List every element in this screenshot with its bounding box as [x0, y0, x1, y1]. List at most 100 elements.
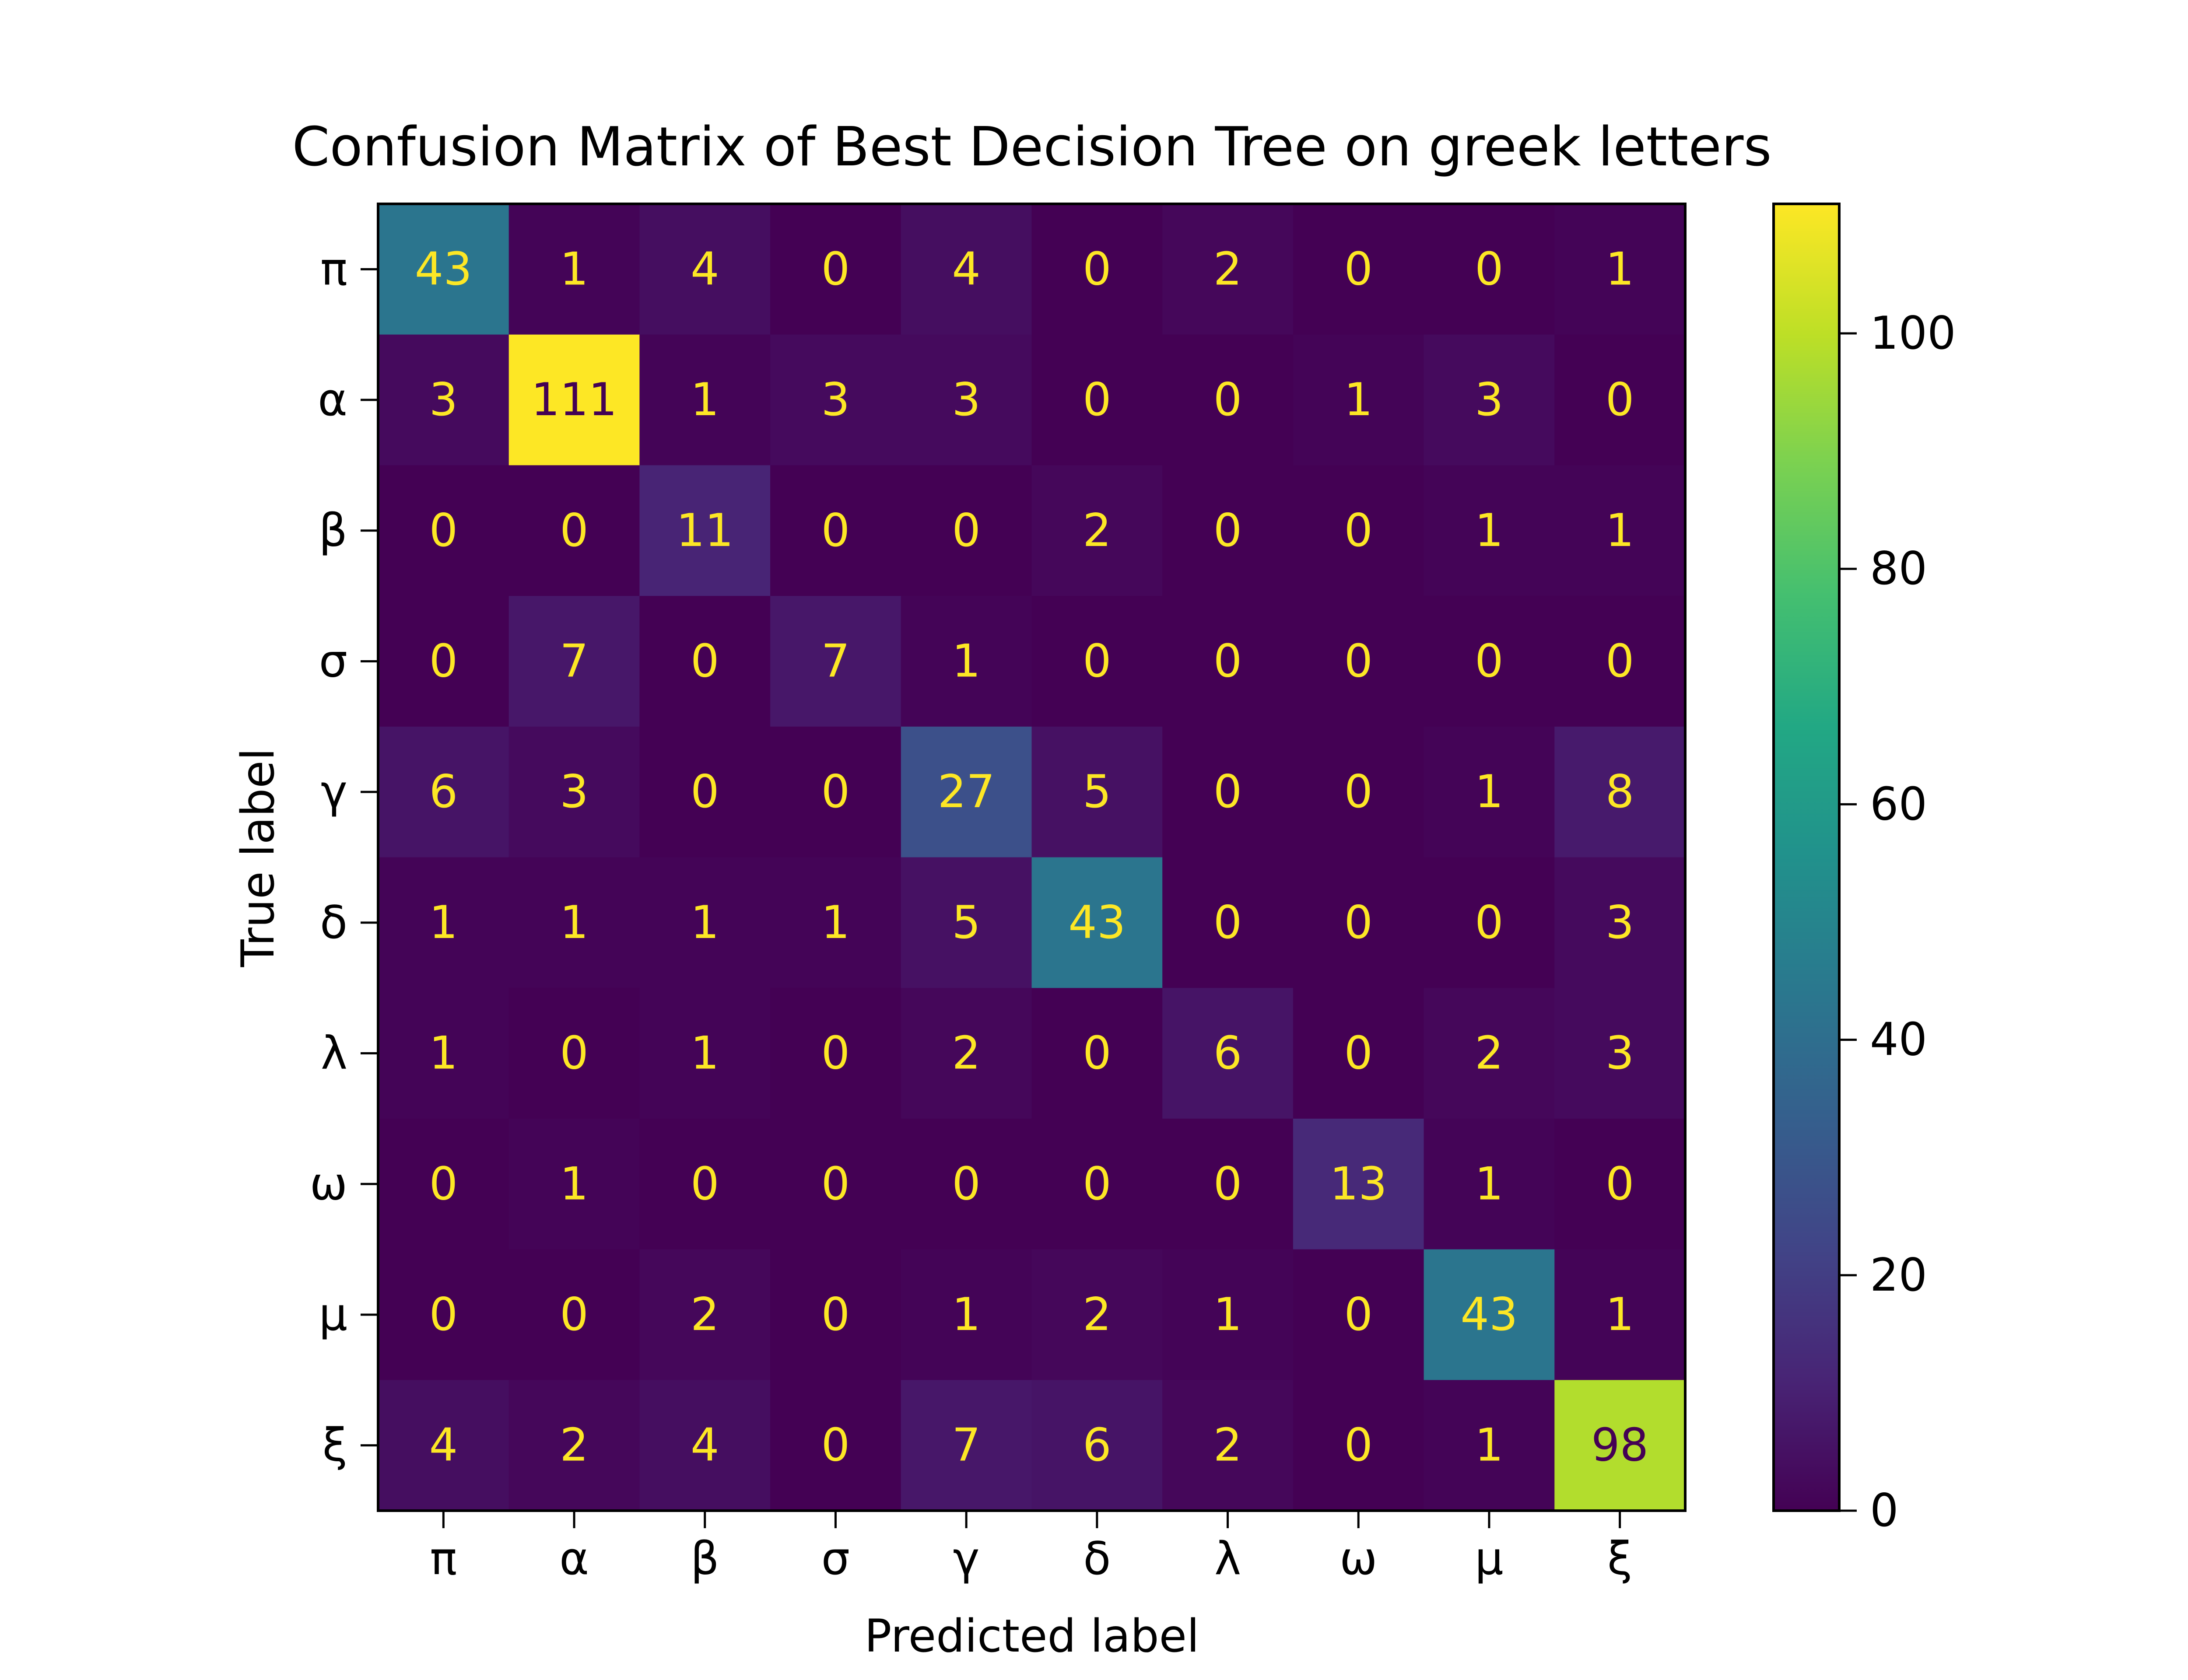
cell-value-label: 3	[1475, 374, 1504, 426]
cell-value-label: 0	[560, 1027, 589, 1080]
cell-value-label: 1	[691, 374, 719, 426]
heatmap-cell	[1554, 857, 1686, 988]
heatmap-cell	[1162, 726, 1294, 858]
heatmap-cell	[639, 465, 771, 596]
cell-value-label: 0	[691, 1158, 719, 1210]
cell-value-label: 0	[429, 1288, 458, 1341]
x-tick-label: σ	[821, 1533, 850, 1585]
heatmap-cell	[508, 1118, 640, 1250]
cell-value-label: 7	[560, 635, 589, 687]
y-axis-label: True label	[232, 748, 284, 968]
cell-value-label: 2	[1213, 243, 1242, 295]
heatmap-cell	[1293, 726, 1424, 858]
heatmap-cell	[508, 1249, 640, 1380]
heatmap-cell	[508, 726, 640, 858]
chart-title: Confusion Matrix of Best Decision Tree o…	[292, 116, 1771, 178]
cell-value-label: 7	[952, 1419, 981, 1472]
cell-value-label: 6	[1213, 1027, 1242, 1080]
cell-value-label: 0	[1213, 896, 1242, 949]
heatmap-cell	[639, 726, 771, 858]
heatmap-cell	[1031, 726, 1163, 858]
heatmap-cell	[1293, 465, 1424, 596]
heatmap-cell	[1031, 988, 1163, 1119]
cell-value-label: 0	[821, 243, 850, 295]
heatmap-cell	[378, 465, 509, 596]
heatmap-cell	[1554, 334, 1686, 466]
cell-value-label: 1	[1475, 766, 1504, 818]
y-tick-label: β	[319, 504, 347, 557]
cell-value-label: 7	[821, 635, 850, 687]
y-tick-label: ξ	[323, 1419, 347, 1472]
heatmap-cell	[901, 465, 1032, 596]
heatmap-cell	[770, 1380, 901, 1511]
heatmap-cell	[1293, 1118, 1424, 1250]
cell-value-label: 1	[560, 1158, 589, 1210]
heatmap-cell	[378, 988, 509, 1119]
heatmap-cell	[901, 596, 1032, 727]
cell-value-label: 0	[821, 1288, 850, 1341]
cell-value-label: 1	[1475, 504, 1504, 557]
cell-value-label: 0	[1344, 635, 1373, 687]
cell-value-label: 1	[952, 635, 981, 687]
heatmap-cell	[901, 1380, 1032, 1511]
heatmap-cell	[1162, 1118, 1294, 1250]
heatmap-cell	[1424, 857, 1555, 988]
cell-value-label: 0	[1213, 635, 1242, 687]
heatmap-cell	[901, 1118, 1032, 1250]
cell-value-label: 0	[821, 1027, 850, 1080]
cell-value-label: 3	[429, 374, 458, 426]
colorbar-tick-label: 20	[1870, 1249, 1927, 1302]
cell-value-label: 2	[1213, 1419, 1242, 1472]
heatmap-cell	[770, 726, 901, 858]
cell-value-label: 11	[676, 504, 733, 557]
heatmap-cell	[378, 726, 509, 858]
cell-value-label: 8	[1606, 766, 1634, 818]
heatmap-cell	[1031, 1118, 1163, 1250]
cell-value-label: 0	[1344, 896, 1373, 949]
heatmap-cell	[1554, 1380, 1686, 1511]
y-tick-label: λ	[321, 1027, 347, 1080]
heatmap-cell	[1554, 726, 1686, 858]
heatmap-cell	[639, 204, 771, 335]
heatmap-cell	[508, 204, 640, 335]
cell-value-label: 0	[1344, 243, 1373, 295]
heatmap-cell	[378, 334, 509, 466]
heatmap-cell	[378, 1380, 509, 1511]
cell-value-label: 0	[1213, 374, 1242, 426]
heatmap-cell	[1293, 204, 1424, 335]
heatmap-cell	[901, 204, 1032, 335]
heatmap-cell	[508, 857, 640, 988]
heatmap-cell	[901, 857, 1032, 988]
heatmap-cell	[770, 334, 901, 466]
cell-value-label: 0	[1083, 1027, 1112, 1080]
heatmap-cell	[1554, 204, 1686, 335]
colorbar-tick-label: 40	[1870, 1014, 1927, 1066]
heatmap-cell	[1554, 465, 1686, 596]
cell-value-label: 0	[1475, 243, 1504, 295]
cell-value-label: 2	[1475, 1027, 1504, 1080]
colorbar	[1772, 203, 1841, 1512]
cell-value-label: 1	[429, 896, 458, 949]
heatmap-cell	[1293, 596, 1424, 727]
cell-value-label: 4	[429, 1419, 458, 1472]
heatmap-cell	[1293, 1249, 1424, 1380]
heatmap-cell	[1424, 988, 1555, 1119]
heatmap-cell	[901, 726, 1032, 858]
heatmap-cell	[508, 334, 640, 466]
heatmap-cell	[1031, 334, 1163, 466]
y-tick-label: π	[320, 243, 347, 295]
heatmap-cell	[1031, 1380, 1163, 1511]
cell-value-label: 1	[821, 896, 850, 949]
heatmap-cell	[378, 1118, 509, 1250]
heatmap-cell	[770, 1249, 901, 1380]
colorbar-tick-label: 60	[1870, 778, 1927, 830]
cell-value-label: 2	[560, 1419, 589, 1472]
cell-value-label: 0	[560, 504, 589, 557]
cell-value-label: 0	[1083, 1158, 1112, 1210]
cell-value-label: 43	[415, 243, 472, 295]
colorbar-tick-label: 100	[1870, 307, 1956, 360]
cell-value-label: 1	[691, 896, 719, 949]
cell-value-label: 111	[531, 374, 617, 426]
cell-value-label: 2	[1083, 504, 1112, 557]
heatmap-cell	[378, 596, 509, 727]
